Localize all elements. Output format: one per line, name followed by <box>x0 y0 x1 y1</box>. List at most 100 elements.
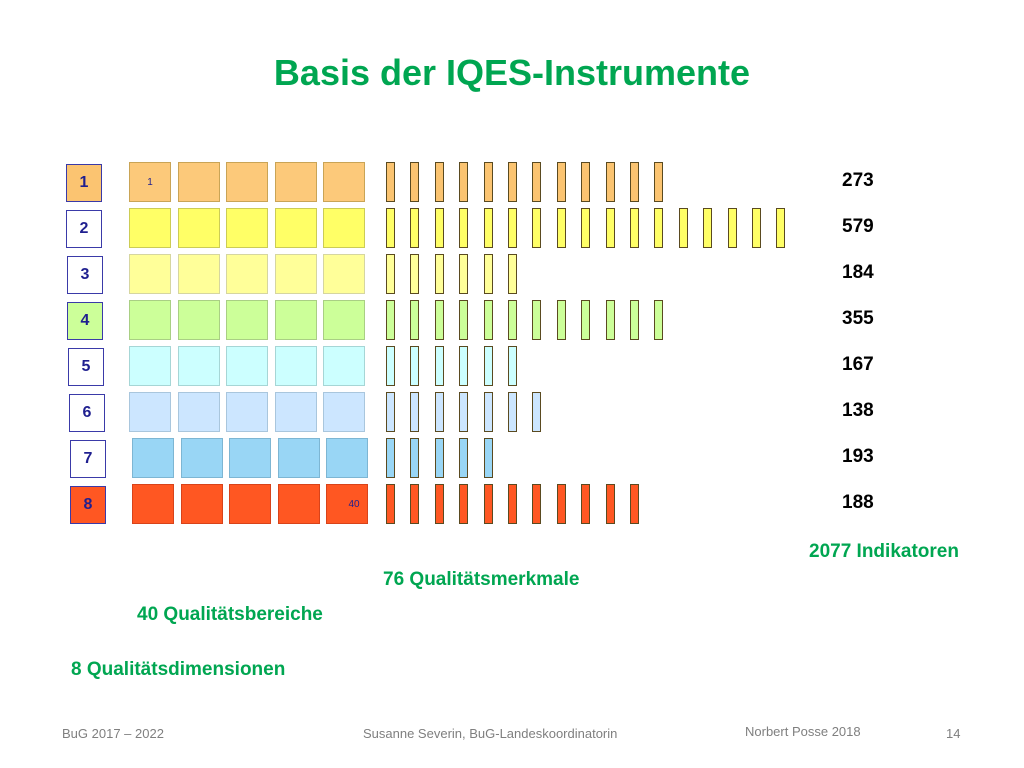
dimension-row: 8 40 188 <box>0 484 1024 526</box>
quality-feature-bar <box>606 484 615 524</box>
area-number-first: 1 <box>147 177 153 188</box>
areas-total: 40 Qualitätsbereiche <box>137 604 323 625</box>
quality-feature-bar <box>459 484 468 524</box>
dimension-label: 2 <box>66 210 102 248</box>
quality-area-square <box>323 208 365 248</box>
quality-feature-bar <box>581 300 590 340</box>
quality-feature-bar <box>386 162 395 202</box>
quality-feature-bar <box>410 208 419 248</box>
quality-feature-bar <box>630 162 639 202</box>
quality-feature-bar <box>410 484 419 524</box>
quality-feature-bar <box>508 162 517 202</box>
quality-area-square <box>275 254 317 294</box>
quality-area-square <box>226 254 268 294</box>
quality-feature-bar <box>386 392 395 432</box>
quality-feature-bar <box>557 484 566 524</box>
quality-area-square <box>275 208 317 248</box>
quality-feature-bar <box>630 208 639 248</box>
quality-area-square <box>132 438 174 478</box>
quality-feature-bar <box>386 254 395 294</box>
quality-area-square <box>323 300 365 340</box>
quality-feature-bar <box>532 162 541 202</box>
quality-area-square <box>278 438 320 478</box>
quality-feature-bar <box>630 300 639 340</box>
indicator-count: 188 <box>842 492 874 513</box>
quality-feature-bar <box>606 300 615 340</box>
quality-feature-bar <box>386 208 395 248</box>
quality-area-square <box>178 300 220 340</box>
quality-feature-bar <box>410 346 419 386</box>
page-number: 14 <box>946 726 961 741</box>
quality-feature-bar <box>508 484 517 524</box>
quality-feature-bar <box>386 346 395 386</box>
quality-feature-bar <box>459 438 468 478</box>
quality-feature-bar <box>410 300 419 340</box>
quality-feature-bar <box>435 438 444 478</box>
quality-feature-bar <box>410 162 419 202</box>
quality-feature-bar <box>459 254 468 294</box>
quality-feature-bar <box>508 254 517 294</box>
quality-feature-bar <box>508 392 517 432</box>
quality-feature-bar <box>606 208 615 248</box>
quality-feature-bar <box>386 438 395 478</box>
footer-author: Norbert Posse 2018 <box>745 724 861 739</box>
quality-area-square <box>323 254 365 294</box>
quality-area-square <box>229 484 271 524</box>
dimension-row: 2 579 <box>0 208 1024 250</box>
slide-title: Basis der IQES-Instrumente <box>273 52 751 93</box>
dimension-row: 5 167 <box>0 346 1024 388</box>
quality-area-square <box>226 300 268 340</box>
quality-feature-bar <box>484 300 493 340</box>
quality-feature-bar <box>435 484 444 524</box>
quality-feature-bar <box>557 208 566 248</box>
quality-feature-bar <box>459 208 468 248</box>
quality-area-square <box>226 392 268 432</box>
quality-feature-bar <box>435 162 444 202</box>
quality-feature-bar <box>508 300 517 340</box>
dimension-label: 8 <box>70 486 106 524</box>
quality-feature-bar <box>630 484 639 524</box>
quality-area-square <box>278 484 320 524</box>
indicator-count: 138 <box>842 400 874 421</box>
dimension-label: 1 <box>66 164 102 202</box>
dimension-label: 3 <box>67 256 103 294</box>
quality-feature-bar <box>654 208 663 248</box>
quality-area-square <box>129 346 171 386</box>
quality-feature-bar <box>484 162 493 202</box>
quality-feature-bar <box>581 162 590 202</box>
quality-feature-bar <box>654 300 663 340</box>
dimensions-total: 8 Qualitätsdimensionen <box>71 659 286 680</box>
indicator-count: 579 <box>842 216 874 237</box>
quality-area-square <box>178 162 220 202</box>
quality-area-square <box>181 438 223 478</box>
dimension-label: 4 <box>67 302 103 340</box>
footer-center: Susanne Severin, BuG-Landeskoordinatorin <box>363 726 618 741</box>
quality-feature-bar <box>410 254 419 294</box>
dimension-row: 4 355 <box>0 300 1024 342</box>
dimension-label: 7 <box>70 440 106 478</box>
quality-area-square <box>323 392 365 432</box>
quality-feature-bar <box>581 208 590 248</box>
quality-feature-bar <box>508 346 517 386</box>
quality-feature-bar <box>776 208 785 248</box>
quality-area-square <box>323 346 365 386</box>
quality-feature-bar <box>484 208 493 248</box>
quality-area-square <box>129 300 171 340</box>
quality-feature-bar <box>435 300 444 340</box>
quality-area-square <box>178 392 220 432</box>
quality-feature-bar <box>386 484 395 524</box>
quality-feature-bar <box>728 208 737 248</box>
quality-feature-bar <box>532 208 541 248</box>
dimension-row: 1 1 273 <box>0 162 1024 204</box>
quality-area-square <box>129 254 171 294</box>
quality-area-square <box>129 208 171 248</box>
quality-feature-bar <box>386 300 395 340</box>
quality-feature-bar <box>410 438 419 478</box>
quality-feature-bar <box>532 300 541 340</box>
dimension-row: 7 193 <box>0 438 1024 480</box>
quality-area-square <box>229 438 271 478</box>
quality-feature-bar <box>679 208 688 248</box>
quality-feature-bar <box>484 484 493 524</box>
quality-area-square <box>178 254 220 294</box>
quality-feature-bar <box>484 346 493 386</box>
